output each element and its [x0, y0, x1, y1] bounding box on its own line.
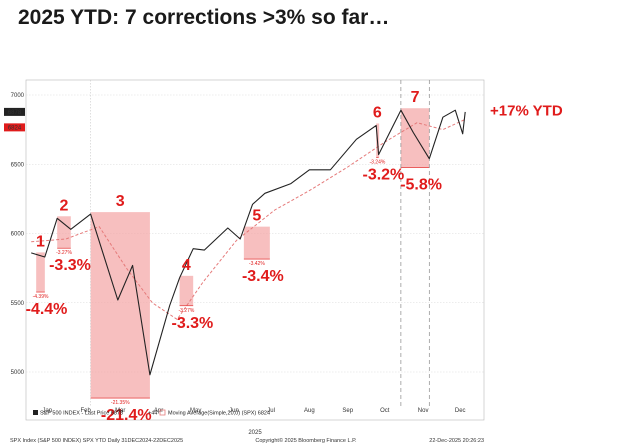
correction-box — [36, 252, 45, 293]
x-tick-label: May — [190, 408, 201, 414]
correction-number: 4 — [182, 257, 191, 274]
moving-average — [31, 118, 466, 320]
dashed-markers — [90, 80, 430, 406]
y-tick-label: 5500 — [11, 301, 25, 307]
correction-small-label: -3.27% — [56, 250, 72, 256]
correction-number: 1 — [36, 233, 45, 250]
x-tick-label: Oct — [380, 408, 390, 414]
ma-price-box — [4, 123, 25, 132]
x-tick-label: Feb — [80, 408, 91, 414]
correction-number: 7 — [411, 89, 420, 106]
correction-drawdown: -3.4% — [242, 268, 284, 285]
axes: 7000 6500 6000 5500 5000 Jan Feb Mar Apr May Jun Ju… — [4, 93, 466, 436]
legend: S&P 500 INDEX - Last Price 6878 +44 Moving… — [33, 409, 270, 417]
x-tick-label: Nov — [418, 408, 429, 414]
correction-box — [57, 216, 71, 249]
footer-source: SPX Index (S&P 500 INDEX) SPX YTD Daily … — [10, 438, 183, 444]
x-tick-label: Dec — [455, 408, 466, 414]
y-tick-label: 6000 — [11, 232, 25, 238]
correction-small-label: -3.24% — [369, 160, 385, 166]
correction-box — [90, 212, 150, 399]
price-series — [31, 109, 466, 376]
correction-box — [179, 275, 194, 306]
footer-timestamp: 22-Dec-2025 20:26:23 — [429, 438, 484, 444]
page-title: 2025 YTD: 7 corrections >3% so far… — [18, 6, 390, 29]
correction-small-label: -3.42% — [249, 261, 265, 267]
correction-drawdown: -3.3% — [49, 257, 91, 274]
price-line — [31, 109, 466, 376]
correction-drawdown: -3.3% — [171, 315, 213, 332]
x-tick-label: Mar — [115, 408, 125, 414]
correction-small-label: -21.35% — [111, 400, 130, 406]
x-tick-label: Apr — [154, 408, 163, 414]
footer-copyright: Copyright© 2025 Bloomberg Finance L.P. — [255, 437, 357, 444]
x-tick-label: Sep — [342, 408, 353, 414]
x-tick-label: Jan — [42, 408, 52, 414]
correction-number: 5 — [252, 208, 261, 225]
last-price-box — [4, 107, 25, 116]
last-price-label: 6878 — [8, 110, 22, 116]
footer: SPX Index (S&P 500 INDEX) SPX YTD Daily … — [10, 437, 484, 444]
y-tick-label: 5000 — [11, 370, 25, 376]
correction-drawdown: -21.4% — [101, 407, 152, 424]
correction-boxes — [36, 108, 430, 399]
x-tick-label: Aug — [304, 408, 315, 414]
correction-labels: 1-4.39%-4.4%2-3.27%-3.3%3-21.35%-21.4%4-… — [26, 89, 563, 424]
correction-number: 3 — [116, 193, 125, 210]
correction-number: 6 — [373, 104, 382, 121]
y-tick-label: 7000 — [11, 93, 25, 99]
x-axis-label: 2025 — [248, 430, 262, 436]
legend-price-label: S&P 500 INDEX - Last Price 6878 — [40, 411, 123, 417]
correction-number: 2 — [60, 197, 69, 214]
correction-drawdown: -4.4% — [26, 301, 68, 318]
legend-ma-swatch — [159, 409, 166, 416]
correction-drawdown: -5.8% — [400, 177, 442, 194]
ma-price-label: 6824 — [8, 125, 22, 131]
correction-drawdown: -3.2% — [362, 167, 404, 184]
correction-small-label: -4.39% — [33, 294, 49, 300]
x-tick-label: Jun — [229, 408, 239, 414]
legend-change: +44 — [148, 411, 157, 417]
correction-box — [243, 226, 270, 260]
ma-line — [31, 118, 466, 320]
x-tick-label: Jul — [267, 408, 275, 414]
legend-price-swatch — [33, 410, 38, 415]
ytd-annotation: +17% YTD — [490, 103, 563, 120]
correction-small-label: -3.27% — [178, 308, 194, 314]
legend-ma-label: Moving Average(Simple,20,0) (SPX) 6824 — [168, 411, 270, 417]
y-tick-label: 6500 — [11, 162, 25, 168]
